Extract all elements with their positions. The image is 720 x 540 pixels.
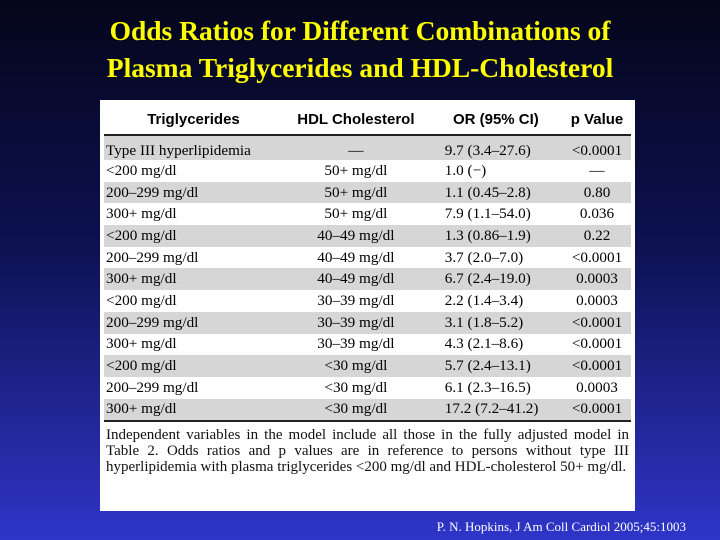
header-p-value: p Value	[563, 104, 631, 136]
odds-ratio-cell: 5.7 (2.4–13.1)	[428, 355, 564, 377]
hdl-cell: 30–39 mg/dl	[317, 335, 395, 353]
odds-ratio-cell: 6.1 (2.3–16.5)	[444, 378, 531, 396]
odds-ratio-cell: 4.3 (2.1–8.6)	[444, 335, 524, 353]
hdl-cell: 40–49 mg/dl	[282, 225, 429, 247]
table-row: 200–299 mg/dl 40–49 mg/dl 3.7 (2.0–7.0) <0.…	[104, 247, 631, 269]
triglycerides-cell: 300+ mg/dl	[104, 398, 283, 421]
triglycerides-cell: 300+ mg/dl	[104, 268, 283, 291]
table-row: <200 mg/dl 50+ mg/dl 1.0 (−) —	[104, 160, 631, 182]
citation: P. N. Hopkins, J Am Coll Cardiol 2005;45…	[436, 519, 686, 534]
odds-ratio-cell: 9.7 (3.4–27.6)	[428, 135, 564, 160]
p-value-cell: <0.0001	[571, 248, 623, 266]
table-row: 300+ mg/dl 40–49 mg/dl 6.7 (2.4–19.0) 0.000…	[104, 268, 631, 291]
triglycerides-cell: 200–299 mg/dl	[106, 248, 199, 266]
header-triglycerides: Triglycerides	[104, 104, 283, 136]
p-value-cell: —	[589, 161, 605, 179]
table-row: Type III hyperlipidemia —9.7 (3.4–27.6) <0…	[104, 135, 631, 160]
odds-ratio-cell: 6.7 (2.4–19.0)	[428, 268, 564, 291]
p-value-cell: <0.0001	[563, 135, 631, 160]
p-value-cell: 0.0003	[576, 291, 618, 309]
hdl-cell: <30 mg/dl	[324, 378, 388, 396]
odds-ratio-cell: 2.2 (1.4–3.4)	[444, 291, 524, 309]
odds-ratio-cell: 1.3 (0.86–1.9)	[428, 225, 564, 247]
p-value-cell: <0.0001	[563, 311, 631, 334]
odds-ratio-cell: 3.1 (1.8–5.2)	[428, 311, 564, 334]
p-value-cell: 0.22	[563, 225, 631, 247]
p-value-cell: 0.0003	[576, 378, 618, 396]
hdl-cell: 30–39 mg/dl	[282, 311, 429, 334]
odds-ratio-cell: 1.1 (0.45–2.8)	[428, 181, 564, 204]
table-row: <200 mg/dl <30 mg/dl 5.7 (2.4–13.1) <0.0001	[104, 355, 631, 377]
table-bottom-rule	[104, 420, 631, 423]
header-hdl-cholesterol: HDL Cholesterol	[282, 104, 429, 136]
triglycerides-cell: 200–299 mg/dl	[104, 181, 283, 204]
table-body: Type III hyperlipidemia —9.7 (3.4–27.6) <0…	[104, 135, 631, 421]
hdl-cell: 50+ mg/dl	[282, 181, 429, 204]
odds-ratio-cell: 3.7 (2.0–7.0)	[444, 248, 524, 266]
header-odds-ratio: OR (95% CI)	[428, 104, 564, 136]
table-row: 200–299 mg/dl 50+ mg/dl 1.1 (0.45–2.8) 0.80	[104, 181, 631, 204]
p-value-cell: 0.80	[563, 181, 631, 204]
slide-title-line-1: Odds Ratios for Different Combinations o…	[109, 15, 611, 46]
table-footnote: Independent variables in the model inclu…	[106, 427, 629, 476]
odds-ratio-cell: 1.0 (−)	[444, 161, 487, 179]
table-row: 200–299 mg/dl <30 mg/dl 6.1 (2.3–16.5) 0.00…	[104, 377, 631, 399]
p-value-cell: 0.036	[579, 205, 615, 223]
triglycerides-cell: <200 mg/dl	[104, 225, 283, 247]
table-row: <200 mg/dl 30–39 mg/dl 2.2 (1.4–3.4) 0.0003	[104, 290, 631, 312]
hdl-cell: 50+ mg/dl	[324, 205, 388, 223]
hdl-cell: 40–49 mg/dl	[317, 248, 395, 266]
p-value-cell: <0.0001	[571, 335, 623, 353]
odds-ratio-cell: 7.9 (1.1–54.0)	[444, 205, 531, 223]
slide-title-line-2: Plasma Triglycerides and HDL-Cholesterol	[106, 52, 614, 83]
hdl-cell: 50+ mg/dl	[324, 161, 388, 179]
p-value-cell: <0.0001	[563, 398, 631, 421]
odds-ratio-table: Triglycerides HDL Cholesterol OR (95% CI…	[104, 104, 631, 421]
triglycerides-cell: Type III hyperlipidemia	[104, 135, 283, 160]
p-value-cell: <0.0001	[563, 355, 631, 377]
table-panel: Triglycerides HDL Cholesterol OR (95% CI…	[100, 100, 635, 511]
table-row: 300+ mg/dl 30–39 mg/dl 4.3 (2.1–8.6) <0.000…	[104, 334, 631, 356]
hdl-cell: —	[282, 135, 429, 160]
hdl-cell: 40–49 mg/dl	[282, 268, 429, 291]
hdl-cell: <30 mg/dl	[282, 355, 429, 377]
table-row: 300+ mg/dl 50+ mg/dl 7.9 (1.1–54.0) 0.036	[104, 203, 631, 225]
odds-ratio-cell: 17.2 (7.2–41.2)	[428, 398, 564, 421]
triglycerides-cell: <200 mg/dl	[106, 291, 177, 309]
p-value-cell: 0.0003	[563, 268, 631, 291]
triglycerides-cell: <200 mg/dl	[106, 161, 177, 179]
table-row: 200–299 mg/dl 30–39 mg/dl 3.1 (1.8–5.2) <0.…	[104, 311, 631, 334]
triglycerides-cell: 200–299 mg/dl	[104, 311, 283, 334]
table-row: 300+ mg/dl <30 mg/dl 17.2 (7.2–41.2) <0.000…	[104, 398, 631, 421]
triglycerides-cell: <200 mg/dl	[104, 355, 283, 377]
table-row: <200 mg/dl 40–49 mg/dl 1.3 (0.86–1.9) 0.22	[104, 225, 631, 247]
hdl-cell: <30 mg/dl	[282, 398, 429, 421]
hdl-cell: 30–39 mg/dl	[317, 291, 395, 309]
table-header-row: Triglycerides HDL Cholesterol OR (95% CI…	[104, 104, 631, 136]
triglycerides-cell: 200–299 mg/dl	[106, 378, 199, 396]
slide-title: Odds Ratios for Different Combinations o…	[0, 12, 720, 86]
triglycerides-cell: 300+ mg/dl	[106, 335, 177, 353]
triglycerides-cell: 300+ mg/dl	[106, 205, 177, 223]
